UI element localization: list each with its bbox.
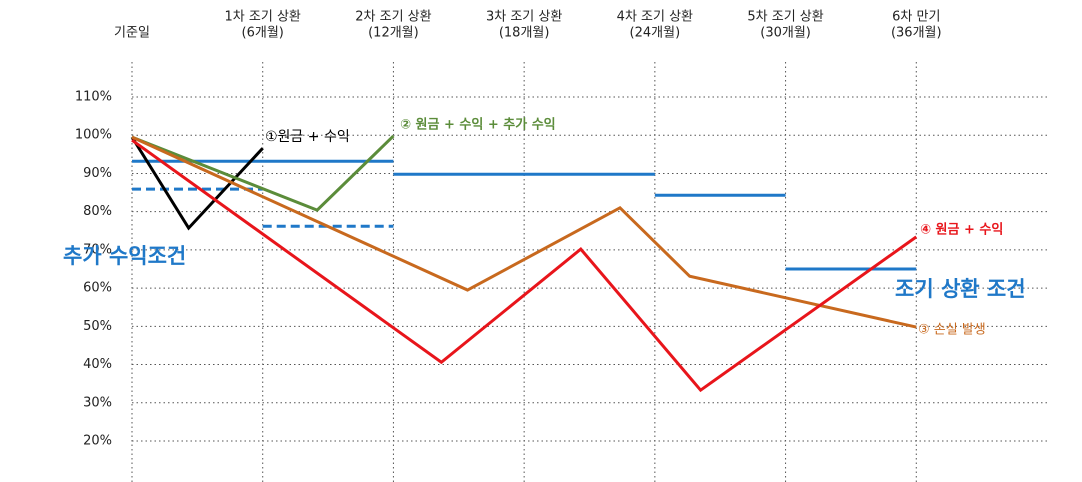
y-tick-label: 30% xyxy=(83,395,112,410)
y-tick-label: 20% xyxy=(83,434,112,449)
annotation: ④ 원금 + 수익 xyxy=(920,222,1003,238)
x-tick-label: 3차 조기 상환 xyxy=(486,10,562,25)
y-tick-label: 60% xyxy=(83,281,112,296)
line xyxy=(131,134,395,212)
x-tick-label: (6개월) xyxy=(242,26,284,41)
x-tick-label: 5차 조기 상환 xyxy=(747,10,823,25)
y-tick-label: 90% xyxy=(83,166,112,181)
annotation: 추가 수익조건 xyxy=(63,244,186,268)
x-tick-label: (30개월) xyxy=(760,26,811,41)
x-tick-label: (24개월) xyxy=(630,26,681,41)
x-tick-label: 6차 만기 xyxy=(892,10,940,25)
x-tick-label: 1차 조기 상환 xyxy=(225,10,301,25)
x-tick-label: 4차 조기 상환 xyxy=(617,10,693,25)
annotation: ①원금 + 수익 xyxy=(265,129,350,145)
y-tick-label: 100% xyxy=(75,128,112,143)
x-tick-label: 2차 조기 상환 xyxy=(355,10,431,25)
x-tick-label: (36개월) xyxy=(891,26,942,41)
line xyxy=(130,136,264,231)
annotation: ③ 손실 발생 xyxy=(918,323,986,338)
annotation: ② 원금 + 수익 + 추가 수익 xyxy=(400,117,556,133)
y-tick-label: 80% xyxy=(83,204,112,219)
line xyxy=(131,135,917,329)
x-tick-label: (12개월) xyxy=(368,26,419,41)
x-tick-label: 기준일 xyxy=(114,26,150,41)
annotation: 조기 상환 조건 xyxy=(895,277,1026,301)
y-tick-label: 70% xyxy=(83,242,112,257)
y-tick-label: 40% xyxy=(83,357,112,372)
x-tick-label: (18개월) xyxy=(499,26,550,41)
line xyxy=(131,138,918,393)
y-tick-label: 50% xyxy=(83,319,112,334)
y-tick-label: 110% xyxy=(75,90,112,105)
